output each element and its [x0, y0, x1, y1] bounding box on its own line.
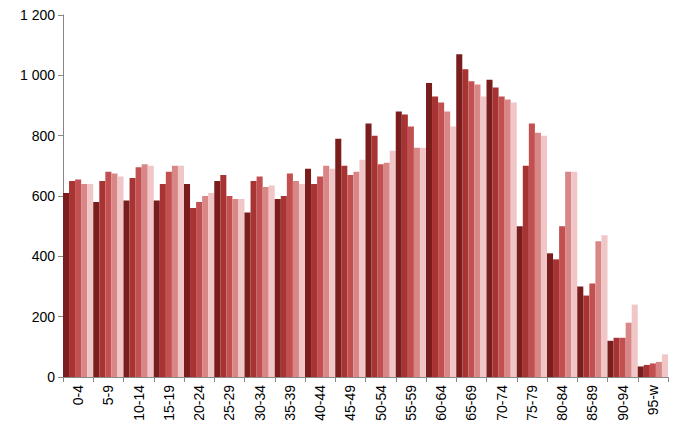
- svg-text:0-4: 0-4: [70, 385, 86, 405]
- svg-text:10-14: 10-14: [131, 385, 147, 421]
- svg-text:70-74: 70-74: [494, 385, 510, 421]
- svg-text:800: 800: [32, 128, 56, 144]
- svg-text:65-69: 65-69: [463, 385, 479, 421]
- svg-text:50-54: 50-54: [373, 385, 389, 421]
- svg-text:40-44: 40-44: [312, 385, 328, 421]
- svg-text:75-79: 75-79: [524, 385, 540, 421]
- svg-text:0: 0: [47, 369, 55, 385]
- svg-text:200: 200: [32, 309, 56, 325]
- svg-text:400: 400: [32, 248, 56, 264]
- svg-text:600: 600: [32, 188, 56, 204]
- svg-text:95-w: 95-w: [645, 384, 661, 415]
- svg-text:85-89: 85-89: [584, 385, 600, 421]
- svg-text:15-19: 15-19: [161, 385, 177, 421]
- svg-text:1 200: 1 200: [20, 7, 55, 23]
- svg-text:80-84: 80-84: [554, 385, 570, 421]
- svg-text:25-29: 25-29: [221, 385, 237, 421]
- svg-text:55-59: 55-59: [403, 385, 419, 421]
- svg-text:35-39: 35-39: [282, 385, 298, 421]
- svg-text:5-9: 5-9: [100, 385, 116, 405]
- svg-text:30-34: 30-34: [252, 385, 268, 421]
- svg-text:1 000: 1 000: [20, 67, 55, 83]
- svg-text:60-64: 60-64: [433, 385, 449, 421]
- svg-text:20-24: 20-24: [191, 385, 207, 421]
- svg-text:45-49: 45-49: [342, 385, 358, 421]
- svg-text:90-94: 90-94: [615, 385, 631, 421]
